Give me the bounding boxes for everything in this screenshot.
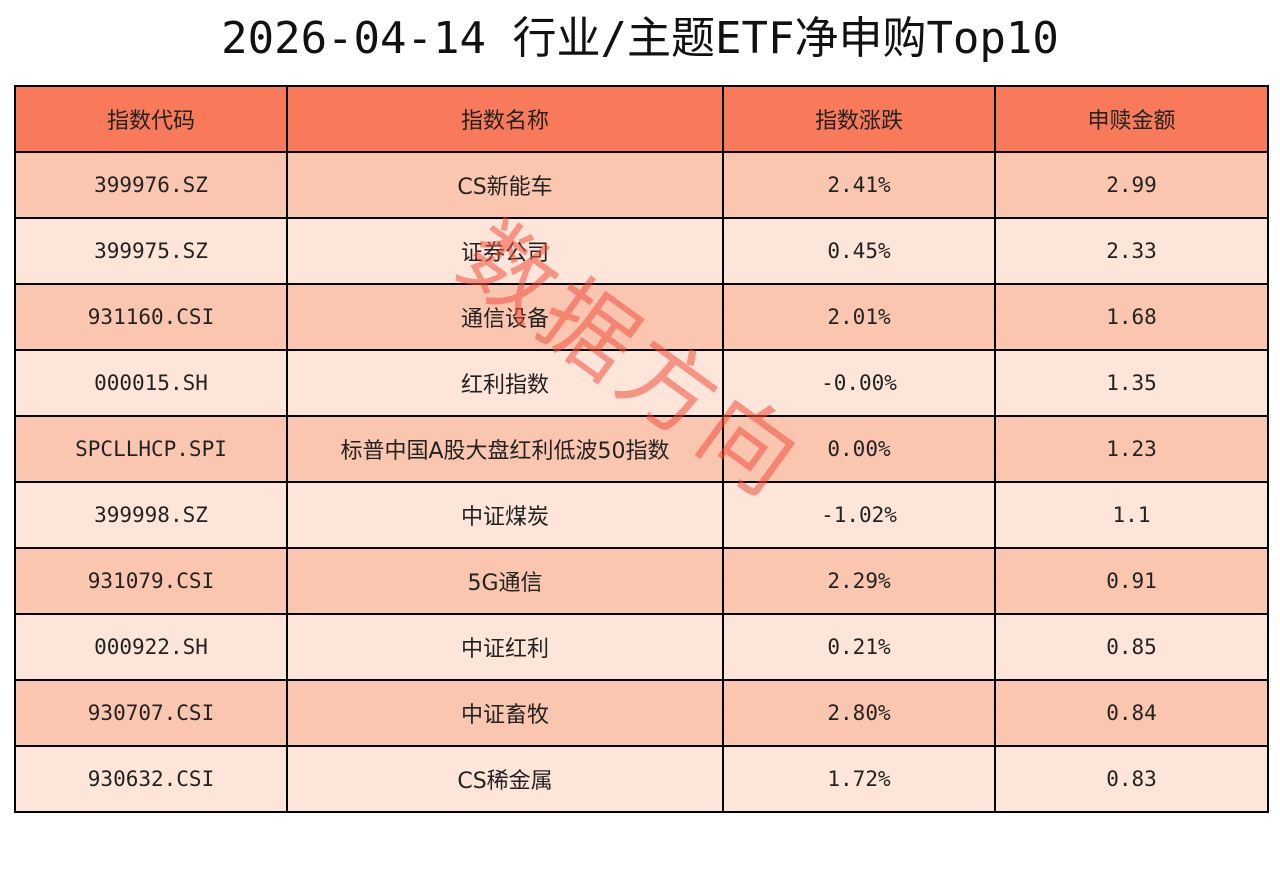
cell-net-amount: 0.83 bbox=[994, 745, 1269, 813]
cell-index-name: 证券公司 bbox=[286, 217, 724, 285]
cell-net-amount: 2.33 bbox=[994, 217, 1269, 285]
cell-index-name: 中证红利 bbox=[286, 613, 724, 681]
cell-index-change: 1.72% bbox=[722, 745, 996, 813]
column-header-index-change: 指数涨跌 bbox=[722, 85, 996, 153]
cell-index-code: 000015.SH bbox=[14, 349, 288, 417]
table-row: 000015.SH 红利指数 -0.00% 1.35 bbox=[14, 349, 1269, 417]
cell-net-amount: 0.85 bbox=[994, 613, 1269, 681]
cell-index-change: 2.41% bbox=[722, 151, 996, 219]
table-row: 399976.SZ CS新能车 2.41% 2.99 bbox=[14, 151, 1269, 219]
cell-index-code: 930632.CSI bbox=[14, 745, 288, 813]
cell-index-change: 0.45% bbox=[722, 217, 996, 285]
cell-index-code: 930707.CSI bbox=[14, 679, 288, 747]
cell-index-name: CS新能车 bbox=[286, 151, 724, 219]
table-row: 930707.CSI 中证畜牧 2.80% 0.84 bbox=[14, 679, 1269, 747]
cell-net-amount: 1.23 bbox=[994, 415, 1269, 483]
cell-index-change: 2.01% bbox=[722, 283, 996, 351]
cell-index-name: 标普中国A股大盘红利低波50指数 bbox=[286, 415, 724, 483]
cell-net-amount: 1.68 bbox=[994, 283, 1269, 351]
cell-index-code: 399975.SZ bbox=[14, 217, 288, 285]
cell-net-amount: 1.1 bbox=[994, 481, 1269, 549]
cell-index-code: 931079.CSI bbox=[14, 547, 288, 615]
cell-index-name: CS稀金属 bbox=[286, 745, 724, 813]
cell-index-code: SPCLLHCP.SPI bbox=[14, 415, 288, 483]
cell-index-name: 通信设备 bbox=[286, 283, 724, 351]
etf-table: 指数代码 指数名称 指数涨跌 申赎金额 399976.SZ CS新能车 2.41… bbox=[14, 85, 1269, 813]
column-header-index-code: 指数代码 bbox=[14, 85, 288, 153]
cell-index-name: 中证煤炭 bbox=[286, 481, 724, 549]
cell-index-code: 931160.CSI bbox=[14, 283, 288, 351]
table-header-row: 指数代码 指数名称 指数涨跌 申赎金额 bbox=[14, 85, 1269, 153]
table-row: 931160.CSI 通信设备 2.01% 1.68 bbox=[14, 283, 1269, 351]
table-row: 931079.CSI 5G通信 2.29% 0.91 bbox=[14, 547, 1269, 615]
cell-net-amount: 2.99 bbox=[994, 151, 1269, 219]
table-row: 399998.SZ 中证煤炭 -1.02% 1.1 bbox=[14, 481, 1269, 549]
cell-index-code: 399976.SZ bbox=[14, 151, 288, 219]
cell-index-name: 红利指数 bbox=[286, 349, 724, 417]
cell-index-name: 中证畜牧 bbox=[286, 679, 724, 747]
cell-net-amount: 1.35 bbox=[994, 349, 1269, 417]
column-header-index-name: 指数名称 bbox=[286, 85, 724, 153]
cell-index-change: 0.21% bbox=[722, 613, 996, 681]
table-row: 399975.SZ 证券公司 0.45% 2.33 bbox=[14, 217, 1269, 285]
cell-index-change: 0.00% bbox=[722, 415, 996, 483]
table-row: 930632.CSI CS稀金属 1.72% 0.83 bbox=[14, 745, 1269, 813]
cell-net-amount: 0.91 bbox=[994, 547, 1269, 615]
cell-index-change: -0.00% bbox=[722, 349, 996, 417]
cell-net-amount: 0.84 bbox=[994, 679, 1269, 747]
table-row: 000922.SH 中证红利 0.21% 0.85 bbox=[14, 613, 1269, 681]
cell-index-change: -1.02% bbox=[722, 481, 996, 549]
cell-index-change: 2.80% bbox=[722, 679, 996, 747]
cell-index-code: 000922.SH bbox=[14, 613, 288, 681]
cell-index-change: 2.29% bbox=[722, 547, 996, 615]
table-row: SPCLLHCP.SPI 标普中国A股大盘红利低波50指数 0.00% 1.23 bbox=[14, 415, 1269, 483]
column-header-net-amount: 申赎金额 bbox=[994, 85, 1269, 153]
cell-index-code: 399998.SZ bbox=[14, 481, 288, 549]
page-title: 2026-04-14 行业/主题ETF净申购Top10 bbox=[221, 13, 1059, 64]
cell-index-name: 5G通信 bbox=[286, 547, 724, 615]
